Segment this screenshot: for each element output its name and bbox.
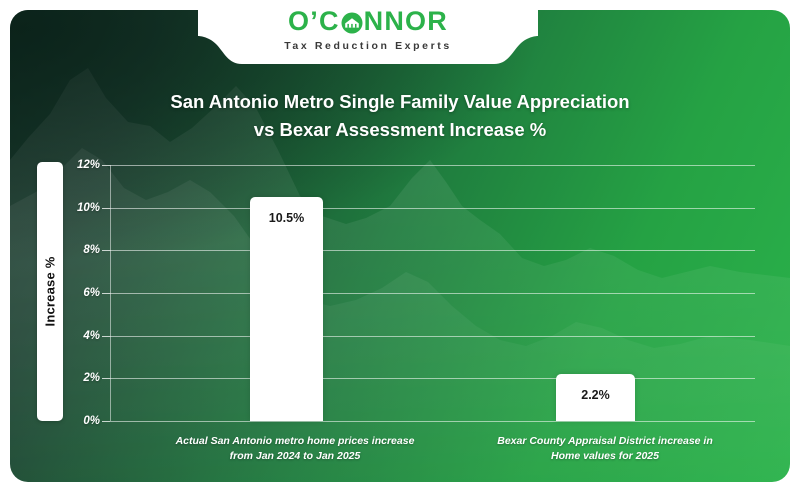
logo-letters-nnor: NNOR — [363, 10, 448, 36]
y-tick-mark — [102, 378, 110, 380]
page-title: San Antonio Metro Single Family Value Ap… — [100, 88, 700, 144]
gridline — [110, 207, 755, 209]
logo-apostrophe: ’ — [310, 10, 319, 36]
gridline — [110, 293, 755, 294]
y-tick-mark — [102, 250, 110, 252]
title-line-2: vs Bexar Assessment Increase % — [253, 119, 547, 141]
bar-value-label: 2.2% — [581, 388, 610, 403]
title-line-1: San Antonio Metro Single Family Value Ap… — [170, 91, 630, 112]
gridline — [110, 250, 755, 252]
y-tick-mark — [102, 421, 110, 422]
x-category-label-line: Bexar County Appraisal District increase… — [497, 435, 713, 447]
gridline — [110, 421, 755, 422]
y-tick-label: 2% — [83, 372, 100, 385]
y-axis-title-pill: Increase % — [37, 162, 63, 421]
brand-tagline: Tax Reduction Experts — [284, 40, 452, 52]
y-tick-label: 6% — [83, 287, 100, 299]
logo-letter-o: O — [288, 10, 311, 36]
x-category-label-line: from Jan 2024 to Jan 2025 — [229, 450, 361, 463]
infographic-card: O’ C NNOR Tax Reduction Experts San Anton… — [10, 10, 790, 482]
y-tick-label: 4% — [83, 329, 100, 342]
bar[interactable]: 2.2% — [556, 374, 635, 421]
house-o-icon — [340, 11, 364, 35]
y-tick-label: 0% — [83, 415, 100, 427]
bar-value-label: 10.5% — [268, 211, 305, 225]
plot-area: 0% 2% 4% 6% 8% 10% 12% 10.5% 2.2% — [77, 159, 755, 427]
y-tick-mark — [102, 335, 110, 337]
y-tick-label: 8% — [83, 244, 100, 257]
y-tick-mark — [102, 207, 110, 209]
gridline — [110, 378, 755, 380]
y-tick-mark — [102, 293, 110, 294]
banner-shape — [198, 10, 538, 64]
x-category-label: Actual San Antonio metro home prices inc… — [130, 434, 460, 464]
logo-letter-c: C — [318, 10, 340, 36]
bar[interactable]: 10.5% — [250, 197, 323, 421]
x-category-label: Bexar County Appraisal District increase… — [440, 434, 770, 464]
x-category-label-line: Home values for 2025 — [551, 450, 659, 463]
y-tick-label: 12% — [76, 159, 100, 171]
y-tick-label: 10% — [76, 201, 100, 214]
brand-wordmark: O’ C NNOR — [288, 10, 448, 35]
gridline — [110, 165, 755, 166]
x-category-label-line: Actual San Antonio metro home prices inc… — [175, 435, 415, 447]
brand-logo-banner: O’ C NNOR Tax Reduction Experts — [198, 10, 538, 68]
gridline — [110, 335, 755, 337]
y-tick-mark — [102, 165, 110, 166]
